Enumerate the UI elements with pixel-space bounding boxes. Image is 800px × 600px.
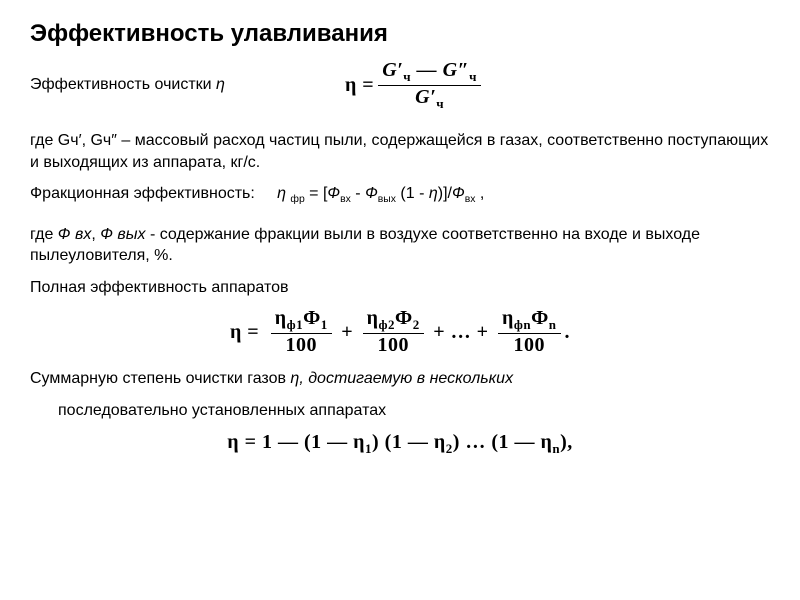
f3-a: η = 1 — (1 — η — [227, 431, 365, 453]
t2-den: 100 — [363, 334, 424, 356]
p3-vx1: вх — [340, 195, 351, 206]
f1-num-c: — G″ — [411, 59, 469, 81]
f1-lhs: η = — [345, 74, 374, 97]
f1-num-b: ч — [403, 69, 411, 84]
p3-label: Фракционная эффективность: — [30, 185, 255, 202]
full-efficiency-label: Полная эффективность аппаратов — [30, 277, 770, 299]
page-title: Эффективность улавливания — [30, 20, 770, 48]
f1-fraction: G′ч — G″ч G′ч — [378, 60, 481, 110]
f3-s2: 2 — [446, 441, 453, 456]
tn-c: Ф — [531, 307, 549, 329]
f2-trailing: . — [565, 321, 571, 344]
summary-degree-line: Суммарную степень очистки газов η, дости… — [30, 368, 770, 390]
f1-num-a: G′ — [382, 59, 403, 81]
sequential-apparatus-line: последовательно установленных аппаратах — [30, 400, 770, 422]
t1-c: Ф — [303, 307, 321, 329]
p3-b: = [ — [305, 185, 328, 202]
mass-flow-description: где Gч′, Gч″ – массовый расход частиц пы… — [30, 130, 770, 173]
p3-d: (1 - — [396, 185, 429, 202]
p3-phi2: Ф — [365, 185, 378, 202]
t1-d: 1 — [321, 317, 328, 332]
formula-full-efficiency: η = ηф1Ф1 100 + ηф2Ф2 100 + … + ηфnФn 10… — [30, 308, 770, 356]
t2-c: Ф — [395, 307, 413, 329]
f1-den-b: ч — [436, 96, 444, 111]
f2-term1: ηф1Ф1 100 — [271, 308, 332, 356]
f2-term2: ηф2Ф2 100 — [363, 308, 424, 356]
f1-den-a: G′ — [415, 86, 436, 108]
p4-comma: , — [91, 226, 100, 243]
f1-num-d: ч — [469, 69, 477, 84]
tn-b: фn — [514, 317, 531, 332]
p3-e: )]/ — [438, 185, 452, 202]
p3-phi3: Ф — [452, 185, 465, 202]
f3-c: ) … (1 — η — [453, 431, 553, 453]
t2-a: η — [367, 307, 379, 329]
eta-symbol: η — [216, 76, 225, 93]
t2-b: ф2 — [379, 317, 396, 332]
t1-a: η — [275, 307, 287, 329]
p6b: , достигаемую в нескольких — [299, 370, 513, 387]
f3-d: ), — [560, 431, 573, 453]
cleaning-efficiency-row: Эффективность очистки η η = G′ч — G″ч G′… — [30, 60, 770, 110]
f3-sn: n — [552, 441, 560, 456]
p2a: где Gч′, Gч″ – массовый расход частиц пы… — [30, 132, 371, 149]
p3-c: - — [351, 185, 365, 202]
tn-a: η — [502, 307, 514, 329]
p1-text: Эффективность очистки — [30, 76, 216, 93]
t1-b: ф1 — [287, 317, 304, 332]
f3-b: ) (1 — η — [372, 431, 446, 453]
p3-vx2: вх — [465, 195, 476, 206]
f2-lhs: η = — [230, 321, 259, 344]
tn-den: 100 — [498, 334, 561, 356]
f3-s1: 1 — [365, 441, 372, 456]
f2-termn: ηфnФn 100 — [498, 308, 561, 356]
p3-a: η — [277, 185, 290, 202]
document-page: Эффективность улавливания Эффективность … — [0, 0, 800, 479]
p6a: Суммарную степень очистки газов — [30, 370, 290, 387]
formula-series-efficiency: η = 1 — (1 — η1) (1 — η2) … (1 — ηn), — [30, 431, 770, 457]
p3-fr: фр — [290, 195, 304, 206]
p3-eta: η — [429, 185, 438, 202]
p2-highlight: соде — [371, 132, 406, 149]
tn-d: n — [549, 317, 557, 332]
plus-ellipsis: + … + — [428, 321, 494, 344]
t1-den: 100 — [271, 334, 332, 356]
cleaning-efficiency-text: Эффективность очистки η — [30, 76, 225, 94]
p4-phi-vyh: Ф вых — [100, 226, 145, 243]
fractional-efficiency-row: Фракционная эффективность: η фр = [Фвх -… — [30, 183, 770, 207]
formula-eta-basic: η = G′ч — G″ч G′ч — [345, 60, 483, 110]
fraction-content-description: где Ф вх, Ф вых - содержание фракции выл… — [30, 224, 770, 267]
p3-f: , — [475, 185, 484, 202]
plus1: + — [336, 321, 359, 344]
p3-phi1: Ф — [327, 185, 340, 202]
p6-eta: η — [290, 370, 299, 387]
p3-vyh: вых — [378, 195, 396, 206]
p4-phi-vx: Ф вх — [58, 226, 92, 243]
p4a: где — [30, 226, 58, 243]
t2-d: 2 — [413, 317, 420, 332]
